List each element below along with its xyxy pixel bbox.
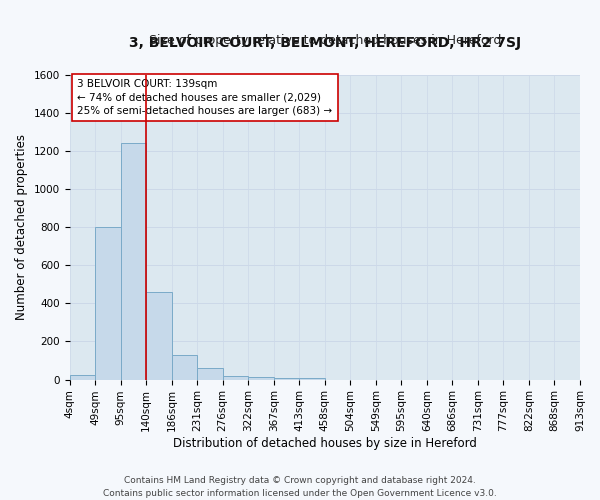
Title: Size of property relative to detached houses in Hereford: Size of property relative to detached ho… xyxy=(149,34,501,47)
X-axis label: Distribution of detached houses by size in Hereford: Distribution of detached houses by size … xyxy=(173,437,477,450)
Bar xyxy=(274,378,299,380)
Bar xyxy=(146,292,172,380)
Bar xyxy=(121,144,146,380)
Text: Contains HM Land Registry data © Crown copyright and database right 2024.
Contai: Contains HM Land Registry data © Crown c… xyxy=(103,476,497,498)
Bar xyxy=(70,375,95,380)
Bar xyxy=(248,376,274,380)
Bar xyxy=(223,376,248,380)
Text: 3, BELVOIR COURT, BELMONT, HEREFORD, HR2 7SJ: 3, BELVOIR COURT, BELMONT, HEREFORD, HR2… xyxy=(129,36,521,51)
Bar xyxy=(172,355,197,380)
Bar xyxy=(95,227,121,380)
Bar xyxy=(299,378,325,380)
Text: 3 BELVOIR COURT: 139sqm
← 74% of detached houses are smaller (2,029)
25% of semi: 3 BELVOIR COURT: 139sqm ← 74% of detache… xyxy=(77,80,332,116)
Y-axis label: Number of detached properties: Number of detached properties xyxy=(15,134,28,320)
Bar xyxy=(197,368,223,380)
